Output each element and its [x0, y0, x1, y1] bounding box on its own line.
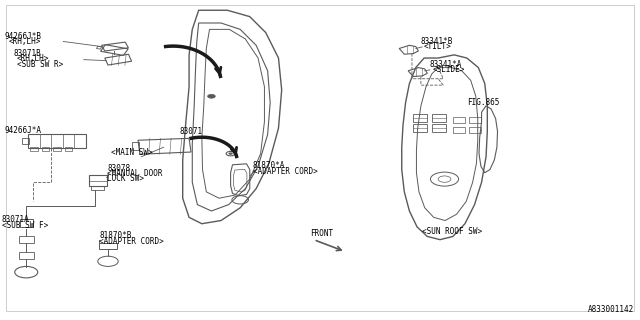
- Text: A833001142: A833001142: [588, 305, 634, 314]
- Bar: [65, 147, 72, 151]
- Bar: [132, 142, 140, 150]
- Bar: [454, 126, 465, 133]
- Bar: [89, 175, 107, 187]
- Bar: [19, 236, 34, 243]
- Bar: [53, 147, 61, 151]
- Text: 81870*B: 81870*B: [99, 231, 131, 240]
- Circle shape: [228, 153, 232, 155]
- Text: FIG.865: FIG.865: [467, 99, 499, 108]
- Text: <RH,LH>: <RH,LH>: [8, 37, 41, 46]
- Bar: [413, 114, 428, 122]
- Text: 83071: 83071: [179, 127, 203, 136]
- Bar: [454, 117, 465, 123]
- Bar: [19, 252, 34, 259]
- Text: <MAIN SW>: <MAIN SW>: [111, 148, 152, 157]
- Text: <RH,LH>: <RH,LH>: [17, 54, 49, 63]
- Text: 83341*A: 83341*A: [430, 60, 462, 69]
- Bar: [92, 186, 104, 190]
- Bar: [28, 134, 86, 148]
- Text: 94266J*A: 94266J*A: [4, 126, 42, 135]
- Text: 94266J*B: 94266J*B: [4, 32, 42, 41]
- Text: FRONT: FRONT: [310, 229, 333, 238]
- Bar: [433, 124, 447, 132]
- Bar: [413, 124, 428, 132]
- Text: 83078: 83078: [108, 164, 131, 173]
- Text: LOCK SW>: LOCK SW>: [108, 174, 145, 183]
- Bar: [469, 126, 481, 133]
- Text: 83071A: 83071A: [2, 215, 29, 224]
- Bar: [433, 114, 447, 122]
- Text: <SUB SW R>: <SUB SW R>: [17, 60, 63, 68]
- Bar: [469, 117, 481, 123]
- Text: <MANUAL DOOR: <MANUAL DOOR: [108, 169, 163, 178]
- Text: <ADAPTER CORD>: <ADAPTER CORD>: [99, 237, 164, 246]
- Bar: [22, 138, 29, 144]
- Text: <ADAPTER CORD>: <ADAPTER CORD>: [253, 167, 317, 176]
- Bar: [42, 147, 49, 151]
- Bar: [99, 243, 117, 249]
- Bar: [30, 147, 38, 151]
- Text: <TILT>: <TILT>: [424, 42, 452, 51]
- Bar: [20, 219, 33, 227]
- Text: 81870*A: 81870*A: [253, 161, 285, 170]
- Text: <SUB SW F>: <SUB SW F>: [2, 221, 48, 230]
- Text: 83341*B: 83341*B: [421, 37, 453, 46]
- Text: <SLIDE>: <SLIDE>: [433, 65, 465, 74]
- Text: 83071B: 83071B: [13, 49, 41, 58]
- Text: <SUN ROOF SW>: <SUN ROOF SW>: [422, 227, 482, 236]
- Circle shape: [207, 94, 215, 98]
